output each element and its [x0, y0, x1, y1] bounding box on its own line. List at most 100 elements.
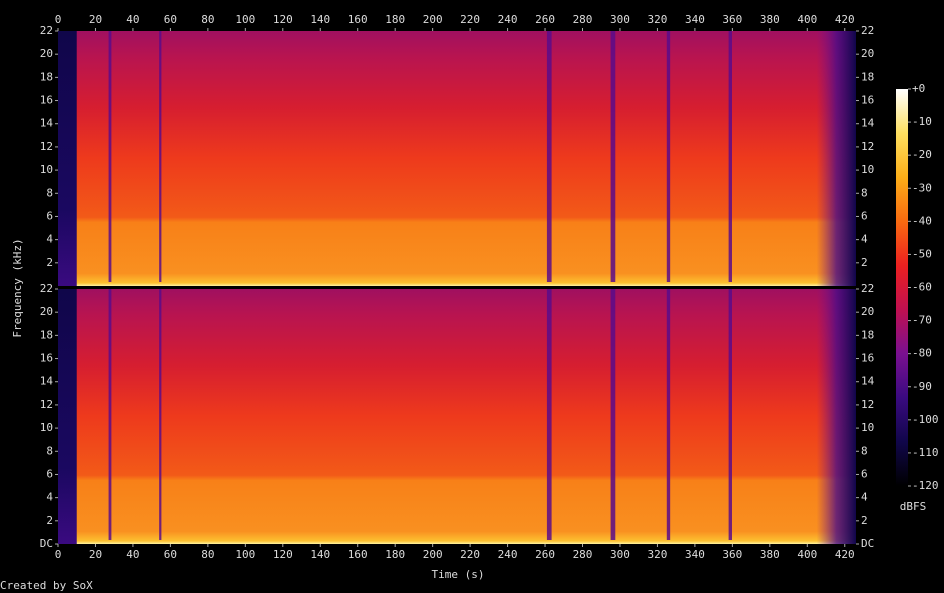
y-tick-label: 8: [46, 186, 53, 199]
y-tick-label: 22: [40, 24, 53, 37]
fade-out: [816, 289, 856, 544]
x-tick-label: 80: [201, 548, 214, 561]
y-tick-label: 10: [40, 163, 53, 176]
x-tick-label: 420: [835, 13, 855, 26]
colorbar-tick-label: -120: [912, 479, 939, 492]
colorbar-tick-label: -60: [912, 281, 932, 294]
x-tick-label: 160: [348, 13, 368, 26]
gap-stripe: [546, 31, 552, 282]
quiet-intro: [58, 31, 77, 286]
colorbar-tick-label: -90: [912, 380, 932, 393]
x-tick-label: 140: [310, 548, 330, 561]
y-tick-label: 2: [861, 256, 868, 269]
x-tick-label: 220: [460, 548, 480, 561]
gap-stripe: [666, 289, 671, 540]
y-axis-label: Frequency (kHz): [11, 238, 24, 337]
x-axis-label: Time (s): [432, 568, 485, 581]
x-tick-label: 280: [573, 548, 593, 561]
y-tick-label: 6: [46, 467, 53, 480]
y-tick-label: 18: [861, 328, 874, 341]
y-tick-label: 10: [861, 163, 874, 176]
x-tick-label: 220: [460, 13, 480, 26]
x-tick-label: 120: [273, 13, 293, 26]
x-tick-label: 300: [610, 13, 630, 26]
x-tick-label: 0: [55, 13, 62, 26]
y-tick-label: 16: [40, 94, 53, 107]
gap-stripe: [159, 289, 162, 540]
x-tick-label: 40: [126, 13, 139, 26]
x-tick-label: 320: [647, 13, 667, 26]
y-tick-label: 10: [861, 421, 874, 434]
y-tick-label: 18: [861, 70, 874, 83]
x-tick-label: 180: [385, 13, 405, 26]
colorbar-tick-label: -30: [912, 181, 932, 194]
y-tick-label: 16: [861, 94, 874, 107]
y-tick-label: 4: [46, 233, 53, 246]
y-tick-label: 8: [861, 444, 868, 457]
x-tick-label: 100: [235, 13, 255, 26]
colorbar-tick-label: -80: [912, 347, 932, 360]
colorbar-tick-label: -100: [912, 413, 939, 426]
y-tick-label: 20: [861, 47, 874, 60]
x-tick-label: 380: [760, 13, 780, 26]
x-tick-label: 360: [722, 548, 742, 561]
y-tick-label: 22: [40, 282, 53, 295]
gap-stripe: [610, 31, 616, 282]
gap-stripe: [159, 31, 162, 282]
y-tick-label: 18: [40, 328, 53, 341]
y-tick-label: 8: [46, 444, 53, 457]
colorbar: [896, 89, 908, 486]
x-tick-label: 280: [573, 13, 593, 26]
y-tick-label: 16: [40, 352, 53, 365]
x-tick-label: 200: [423, 548, 443, 561]
y-tick-label: DC: [40, 537, 53, 550]
spectrogram-channel: [58, 31, 856, 286]
y-tick-label: DC: [861, 537, 874, 550]
x-tick-label: 200: [423, 13, 443, 26]
x-tick-label: 20: [89, 548, 102, 561]
y-tick-label: 16: [861, 352, 874, 365]
gap-stripe: [728, 31, 732, 282]
y-tick-label: 14: [40, 117, 54, 130]
x-tick-label: 100: [235, 548, 255, 561]
y-tick-label: 18: [40, 70, 53, 83]
gap-stripe: [546, 289, 552, 540]
y-tick-label: 4: [46, 491, 53, 504]
colorbar-tick-label: -50: [912, 247, 932, 260]
x-tick-label: 120: [273, 548, 293, 561]
y-tick-label: 20: [40, 47, 53, 60]
x-tick-label: 20: [89, 13, 102, 26]
y-tick-label: 8: [861, 186, 868, 199]
y-tick-label: 12: [40, 140, 53, 153]
x-tick-label: 340: [685, 548, 705, 561]
x-tick-label: 240: [498, 13, 518, 26]
y-tick-label: 12: [861, 140, 874, 153]
y-tick-label: 22: [861, 282, 874, 295]
gap-stripe: [610, 289, 616, 540]
y-tick-label: 22: [861, 24, 874, 37]
fade-out: [816, 31, 856, 286]
y-tick-label: 20: [40, 305, 53, 318]
x-tick-label: 260: [535, 13, 555, 26]
y-tick-label: 2: [46, 256, 53, 269]
gap-stripe: [728, 289, 732, 540]
y-tick-label: 2: [861, 514, 868, 527]
x-tick-label: 420: [835, 548, 855, 561]
y-tick-label: 12: [861, 398, 874, 411]
colorbar-tick-label: -110: [912, 446, 939, 459]
x-tick-label: 140: [310, 13, 330, 26]
y-tick-label: 4: [861, 233, 868, 246]
x-tick-label: 160: [348, 548, 368, 561]
x-tick-label: 180: [385, 548, 405, 561]
gap-stripe: [108, 289, 112, 540]
y-tick-label: 6: [861, 209, 868, 222]
quiet-intro: [58, 289, 77, 544]
y-tick-label: 14: [861, 117, 875, 130]
x-tick-label: 40: [126, 548, 139, 561]
x-tick-label: 80: [201, 13, 214, 26]
x-tick-label: 400: [797, 13, 817, 26]
y-tick-label: 6: [46, 209, 53, 222]
gap-stripe: [108, 31, 112, 282]
x-tick-label: 60: [164, 548, 177, 561]
